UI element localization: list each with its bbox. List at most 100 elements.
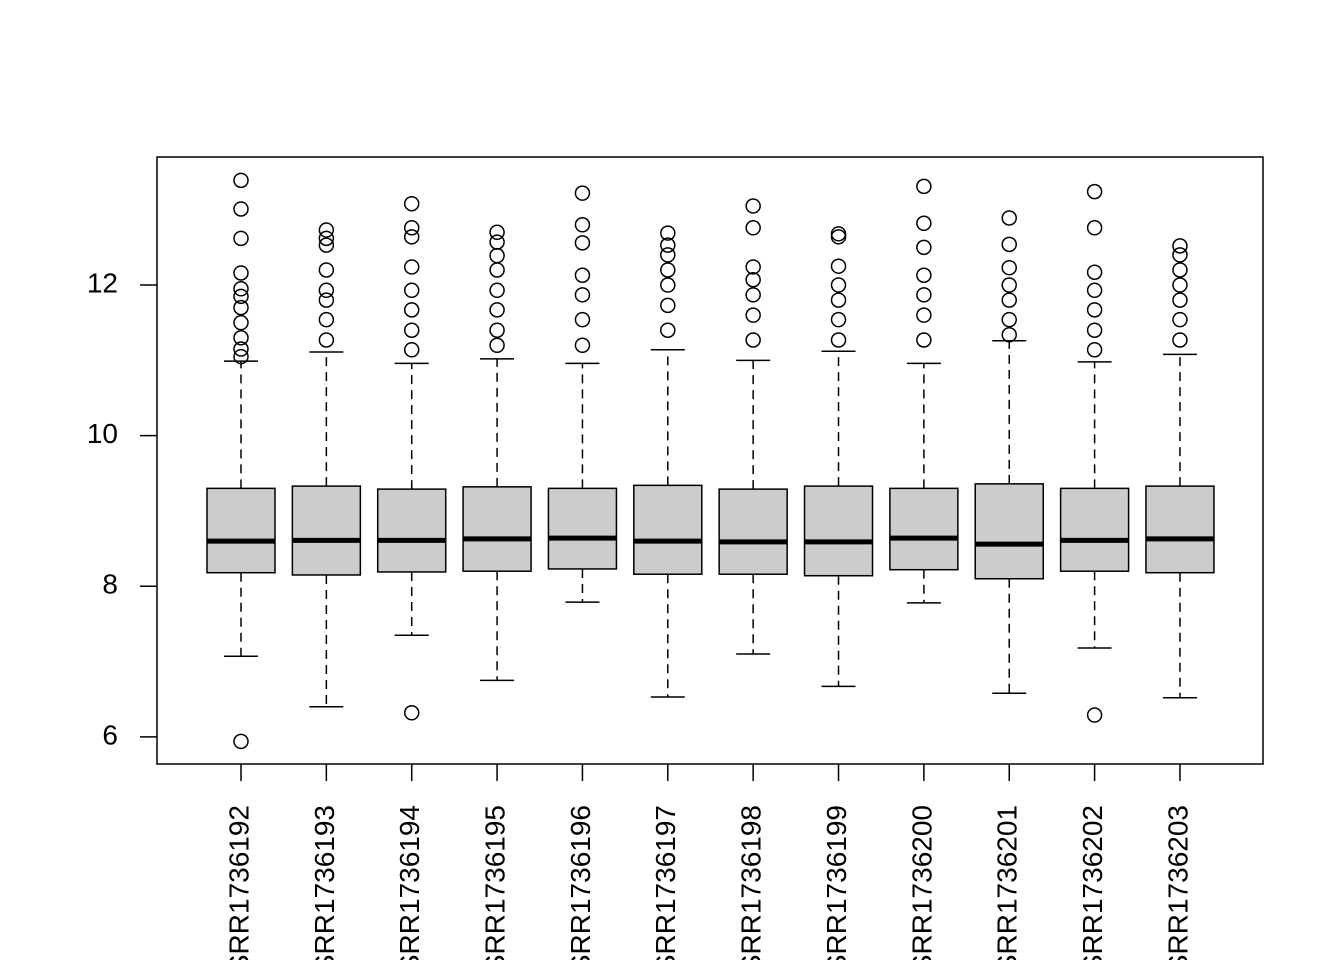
outlier xyxy=(1172,311,1188,328)
box xyxy=(462,486,532,572)
outlier xyxy=(745,287,761,303)
outlier xyxy=(745,272,761,288)
outlier xyxy=(1086,322,1103,338)
outlier xyxy=(745,307,761,323)
outlier xyxy=(489,262,505,278)
x-tick-label: SRR1736202 xyxy=(1077,805,1108,960)
box xyxy=(718,488,788,575)
outlier xyxy=(1086,264,1103,280)
outlier xyxy=(233,201,249,217)
outlier xyxy=(233,348,249,365)
outlier xyxy=(745,220,761,236)
outlier xyxy=(318,332,335,348)
outlier xyxy=(660,277,676,293)
x-tick-label: SRR1736195 xyxy=(479,805,510,960)
outlier xyxy=(403,282,420,299)
x-tick-label: SRR1736196 xyxy=(565,805,596,960)
outlier xyxy=(233,733,249,750)
box xyxy=(974,483,1044,580)
outlier xyxy=(489,247,505,264)
outlier xyxy=(830,258,847,274)
box xyxy=(376,488,447,573)
outlier xyxy=(660,247,676,263)
outlier xyxy=(916,332,932,348)
outlier xyxy=(574,287,591,303)
outlier xyxy=(1086,282,1103,299)
box xyxy=(889,487,959,571)
outlier xyxy=(403,220,420,236)
x-tick-label: SRR1736203 xyxy=(1162,805,1193,960)
plot-frame xyxy=(156,156,1264,765)
outlier xyxy=(233,299,249,316)
outlier xyxy=(916,267,932,283)
outlier xyxy=(1086,342,1103,358)
y-tick-label: 8 xyxy=(102,569,118,600)
outlier xyxy=(830,311,847,328)
outlier xyxy=(318,262,335,278)
outlier xyxy=(1001,292,1017,308)
box xyxy=(1145,485,1215,574)
outlier xyxy=(916,215,932,232)
outlier xyxy=(233,281,249,297)
outlier xyxy=(1001,326,1017,343)
outlier xyxy=(1172,332,1188,348)
outlier xyxy=(403,705,420,721)
outlier xyxy=(916,239,932,256)
outlier xyxy=(1172,238,1188,254)
outlier xyxy=(745,259,761,275)
outlier xyxy=(318,230,335,247)
outlier xyxy=(318,222,335,238)
outlier xyxy=(403,195,420,212)
x-tick-label: SRR1736199 xyxy=(821,805,852,960)
outlier xyxy=(318,292,335,308)
x-tick-label: SRR1736193 xyxy=(309,805,340,960)
outlier xyxy=(1086,707,1103,723)
outlier xyxy=(660,237,676,253)
outlier xyxy=(1172,247,1188,263)
x-tick-label: SRR1736200 xyxy=(906,805,937,960)
outlier xyxy=(1086,302,1103,318)
outlier xyxy=(489,302,505,318)
outlier xyxy=(660,322,676,338)
outlier xyxy=(1172,292,1188,308)
outlier xyxy=(1172,277,1188,293)
outlier xyxy=(489,234,505,250)
outlier xyxy=(830,332,847,348)
outlier xyxy=(574,267,591,283)
outlier xyxy=(233,172,249,189)
y-tick-label: 6 xyxy=(102,719,118,750)
outlier xyxy=(916,178,932,195)
outlier xyxy=(1086,183,1103,200)
outlier xyxy=(574,235,591,251)
outlier xyxy=(1001,259,1017,276)
outlier xyxy=(830,277,847,293)
outlier xyxy=(489,322,505,338)
outlier xyxy=(233,265,249,281)
box xyxy=(206,487,276,574)
outlier xyxy=(318,237,335,253)
outlier xyxy=(830,226,847,242)
outlier xyxy=(233,230,249,247)
x-tick-label: SRR1736197 xyxy=(650,805,681,960)
x-tick-label: SRR1736201 xyxy=(992,805,1023,960)
outlier xyxy=(318,311,335,328)
outlier xyxy=(1001,311,1017,328)
outlier xyxy=(574,185,591,201)
outlier xyxy=(574,311,591,328)
x-tick-label: SRR1736192 xyxy=(223,805,254,960)
outlier xyxy=(830,292,847,308)
x-tick-label: SRR1736194 xyxy=(394,805,425,960)
y-tick-label: 12 xyxy=(87,267,118,298)
outlier xyxy=(403,229,420,245)
outlier xyxy=(745,332,761,348)
outlier xyxy=(233,341,249,357)
outlier xyxy=(574,337,591,354)
outlier xyxy=(1001,210,1017,226)
outlier xyxy=(916,287,932,303)
outlier xyxy=(403,302,420,318)
outlier xyxy=(660,297,676,314)
outlier xyxy=(233,314,249,331)
outlier xyxy=(1086,220,1103,236)
box xyxy=(291,485,362,576)
outlier xyxy=(660,262,676,278)
